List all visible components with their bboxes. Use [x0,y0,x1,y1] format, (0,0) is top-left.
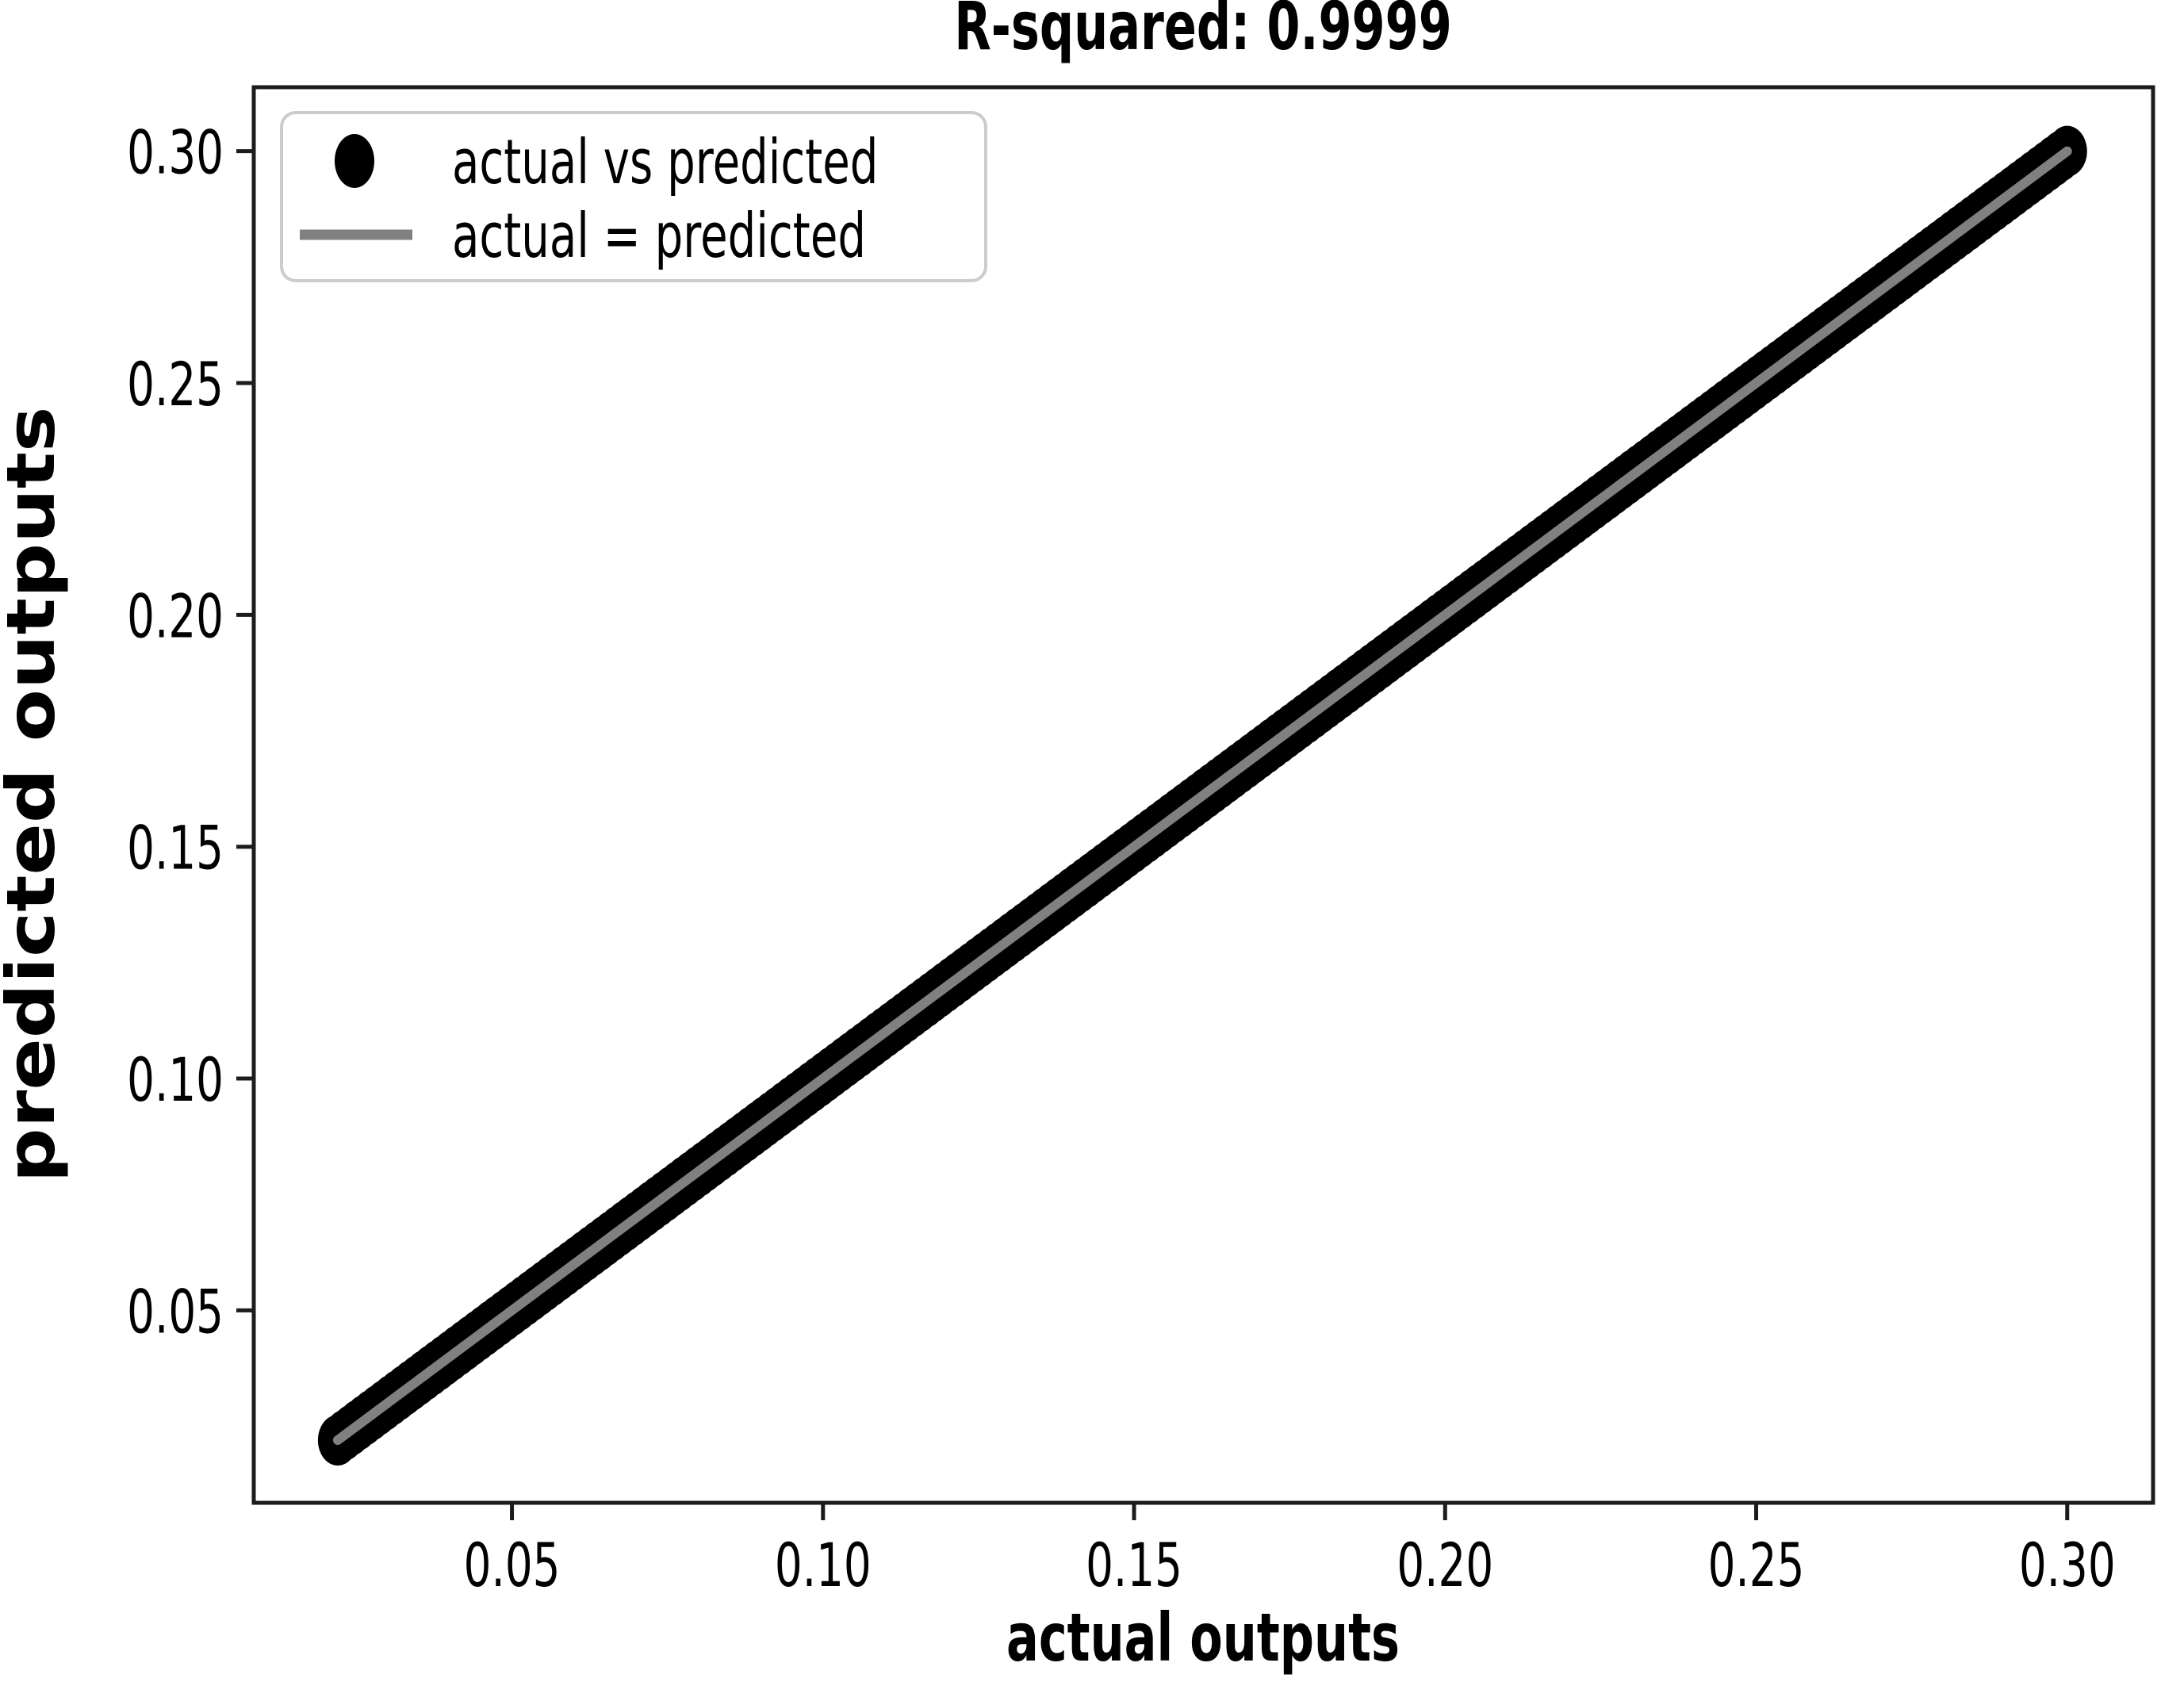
plot-area-border [251,85,2155,1505]
identity-line [332,146,2072,1446]
y-tick-label: 0.25 [127,350,224,420]
y-tick-label: 0.05 [127,1277,224,1347]
y-tick-label: 0.10 [127,1045,224,1115]
legend-label-line: actual = predicted [452,201,866,273]
legend-marker-dot-icon [335,134,374,188]
chart-title: R-squared: 0.9999 [954,0,1452,66]
x-tick-label: 0.05 [464,1531,561,1600]
x-axis-ticks: 0.05 0.10 0.15 0.20 0.25 0.30 [464,1503,2116,1600]
legend-label-scatter: actual vs predicted [452,127,878,199]
x-tick-label: 0.10 [775,1531,872,1600]
x-tick-label: 0.15 [1086,1531,1182,1600]
y-tick-label: 0.15 [127,814,224,883]
y-axis-ticks: 0.05 0.10 0.15 0.20 0.25 0.30 [127,118,254,1347]
x-axis-label: actual outputs [1006,1600,1400,1677]
legend: actual vs predicted actual = predicted [280,111,987,282]
y-axis-label: predicted outputs [0,407,70,1183]
y-tick-label: 0.30 [127,118,224,188]
x-tick-label: 0.25 [1708,1531,1805,1600]
x-tick-label: 0.30 [2019,1531,2116,1600]
legend-frame [280,111,987,282]
x-tick-label: 0.20 [1397,1531,1493,1600]
y-tick-label: 0.20 [127,581,224,651]
